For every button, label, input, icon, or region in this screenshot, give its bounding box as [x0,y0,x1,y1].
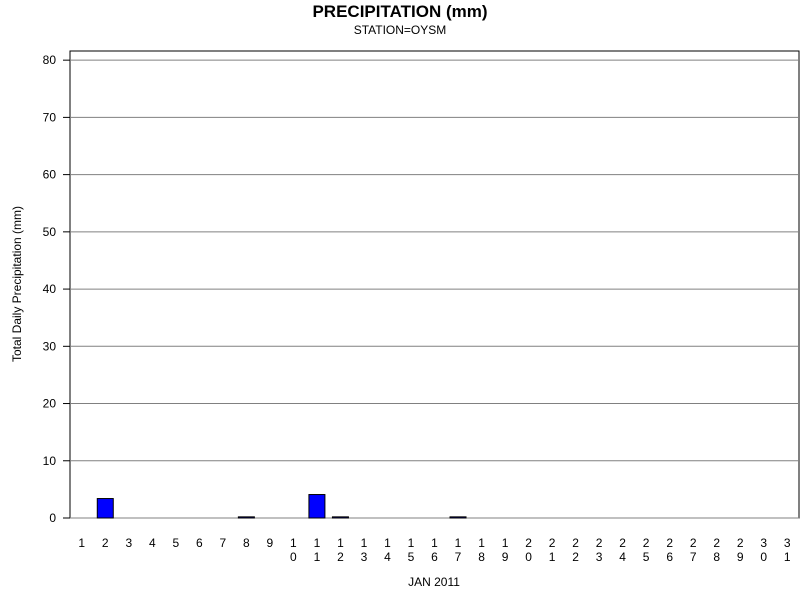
x-tick-label: 23 [592,536,606,564]
y-tick-label: 30 [43,339,57,353]
x-tick-label: 6 [192,536,206,550]
chart-title: PRECIPITATION (mm) [312,2,487,21]
x-tick-label: 17 [451,536,465,564]
plot-frame [69,50,800,519]
x-axis-label: JAN 2011 [408,575,460,589]
x-tick-label: 1 [75,536,89,550]
x-tick-label: 22 [569,536,583,564]
x-tick-label: 27 [686,536,700,564]
bar [449,516,467,519]
x-tick-label: 28 [710,536,724,564]
x-tick-label: 20 [522,536,536,564]
bar [308,494,326,519]
x-tick-label: 15 [404,536,418,564]
x-tick-label: 16 [428,536,442,564]
bar [237,516,255,519]
x-tick-label: 4 [145,536,159,550]
y-tick-label: 80 [43,53,57,67]
x-tick-label: 8 [239,536,253,550]
y-tick-label: 60 [43,168,57,182]
y-tick-label: 20 [43,397,57,411]
bar [96,498,114,519]
bar [331,516,349,519]
x-tick-label: 5 [169,536,183,550]
x-tick-label: 3 [122,536,136,550]
chart-subtitle: STATION=OYSM [354,23,447,37]
y-tick-label: 10 [43,454,57,468]
x-tick-label: 2 [98,536,112,550]
x-tick-label: 7 [216,536,230,550]
x-tick-label: 31 [780,536,794,564]
x-tick-label: 19 [498,536,512,564]
y-axis-label: Total Daily Precipitation (mm) [10,206,24,362]
x-tick-label: 14 [380,536,394,564]
y-tick-label: 70 [43,110,57,124]
y-tick-label: 40 [43,282,57,296]
x-tick-label: 12 [333,536,347,564]
y-tick-label: 50 [43,225,57,239]
x-tick-label: 30 [757,536,771,564]
x-tick-label: 10 [286,536,300,564]
x-tick-label: 29 [733,536,747,564]
x-tick-label: 9 [263,536,277,550]
x-tick-label: 26 [663,536,677,564]
x-tick-label: 18 [475,536,489,564]
x-tick-label: 25 [639,536,653,564]
x-tick-label: 21 [545,536,559,564]
x-tick-label: 11 [310,536,324,564]
y-tick-label: 0 [49,511,56,525]
x-tick-label: 13 [357,536,371,564]
x-tick-label: 24 [616,536,630,564]
